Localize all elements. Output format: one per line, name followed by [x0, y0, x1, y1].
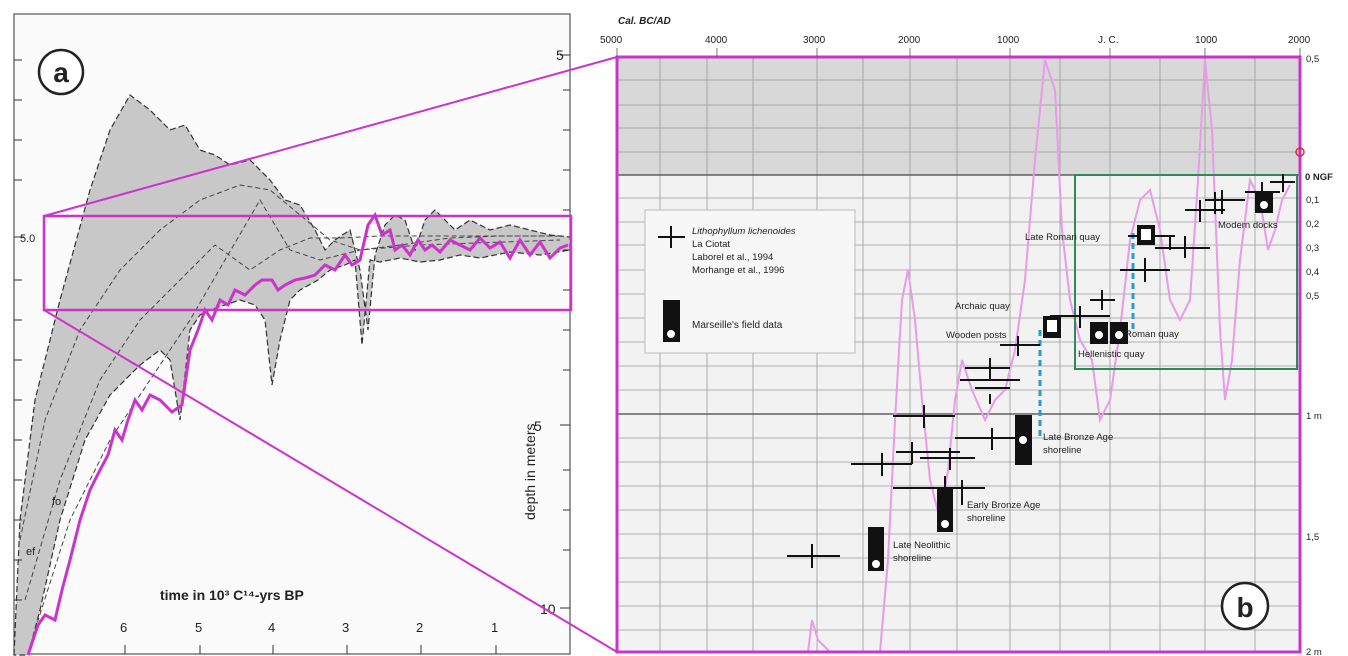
- top-tick-jc: J. C.: [1098, 35, 1119, 46]
- top-tick-ad2000: 2000: [1288, 35, 1311, 46]
- right-tick-05: 0,5: [1306, 291, 1319, 302]
- right-tick-top: 0,5: [1306, 54, 1319, 65]
- curve-label-fo: fo: [52, 496, 61, 508]
- panel-a: a 5 5 10 5.0 depth in meters time in 10³…: [13, 13, 573, 656]
- panel-a-left-ticks: [14, 59, 24, 601]
- red-marker: [1295, 147, 1305, 157]
- annotation-late-roman-quay: Late Roman quay: [1025, 232, 1100, 243]
- legend-species: Lithophyllum lichenoides: [692, 226, 796, 237]
- panel-a-letter: a: [53, 57, 69, 88]
- y-tick-mid: 5: [534, 418, 542, 434]
- panel-b-horizontal-grid: [617, 79, 1300, 631]
- annotation-early-bronze-age: Early Bronze Age: [967, 500, 1040, 511]
- zoom-connector-bottom: [43, 309, 618, 653]
- panel-a-right-ticks: [560, 54, 570, 609]
- right-tick-ngf: 0 NGF: [1305, 172, 1333, 183]
- right-tick-2m: 2 m: [1306, 647, 1322, 656]
- annotation-roman-quay: Roman quay: [1125, 329, 1179, 340]
- right-tick-04: 0,4: [1306, 267, 1319, 278]
- x-tick-4: 4: [268, 620, 275, 635]
- left-tick-label: 5.0: [20, 233, 35, 245]
- right-tick-1m: 1 m: [1306, 411, 1322, 422]
- top-tick-ad1000: 1000: [1195, 35, 1218, 46]
- top-tick-4000: 4000: [705, 35, 728, 46]
- top-tick-3000: 3000: [803, 35, 826, 46]
- annotation-hellenistic-quay: Hellenistic quay: [1078, 349, 1145, 360]
- panel-a-badge: [37, 48, 85, 96]
- annotation-modern-docks: Modern docks: [1218, 220, 1278, 231]
- panel-b-badge: [1220, 581, 1270, 631]
- field-data-markers: [868, 193, 1273, 571]
- top-tick-1000: 1000: [997, 35, 1020, 46]
- x-tick-1: 1: [491, 620, 498, 635]
- y-tick-top: 5: [556, 47, 564, 63]
- legend-line-3: Morhange et al., 1996: [692, 265, 784, 276]
- panel-b-frame: [615, 55, 1302, 654]
- annotation-late-bronze-shoreline: shoreline: [1043, 445, 1082, 456]
- green-detail-box: [1074, 174, 1298, 370]
- x-tick-5: 5: [195, 620, 202, 635]
- zoom-rectangle: [42, 214, 573, 312]
- top-axis-title: Cal. BC/AD: [618, 16, 671, 27]
- right-tick-15: 1,5: [1306, 532, 1319, 543]
- annotation-late-neolithic-shoreline: shoreline: [893, 553, 932, 564]
- panel-b-letter: b: [1236, 592, 1253, 623]
- y-axis-title: depth in meters: [522, 424, 538, 521]
- panel-b-vertical-grid: [659, 57, 1256, 652]
- x-tick-6: 6: [120, 620, 127, 635]
- annotation-early-bronze-shoreline: shoreline: [967, 513, 1006, 524]
- x-axis-title: time in 10³ C¹⁴-yrs BP: [160, 587, 304, 603]
- annotation-late-neolithic: Late Neolithic: [893, 540, 951, 551]
- right-tick-02: 0,2: [1306, 219, 1319, 230]
- x-tick-2: 2: [416, 620, 423, 635]
- panel-b-upper-shade: [617, 57, 1300, 175]
- top-axis-labels: 5000 4000 3000 2000 1000 J. C. 1000 2000: [600, 35, 1311, 46]
- legend-line-2: Laborel et al., 1994: [692, 252, 773, 263]
- panel-a-bottom-ticks: [124, 645, 497, 654]
- top-axis-ticks: [616, 48, 1301, 57]
- annotation-archaic-quay: Archaic quay: [955, 301, 1010, 312]
- top-tick-2000: 2000: [898, 35, 921, 46]
- annotation-late-bronze-age: Late Bronze Age: [1043, 432, 1113, 443]
- annotation-wooden-posts: Wooden posts: [946, 330, 1007, 341]
- x-tick-3: 3: [342, 620, 349, 635]
- top-tick-5000: 5000: [600, 35, 623, 46]
- curve-label-ef: ef: [26, 546, 36, 558]
- right-tick-03: 0,3: [1306, 243, 1319, 254]
- model-curve-2: [24, 235, 560, 601]
- legend-line-1: La Ciotat: [692, 239, 730, 250]
- legend-field-label: Marseille's field data: [692, 320, 783, 331]
- magenta-sea-level-curve: [26, 211, 569, 656]
- right-axis-labels: 0,5 0 NGF 0,1 0,2 0,3 0,4 0,5 1 m 1,5 2 …: [1305, 54, 1333, 656]
- legend-field-swatch: [663, 300, 680, 342]
- zoom-connector-top: [43, 56, 618, 217]
- legend-field-dot: [667, 330, 675, 338]
- panel-b: Lithophyllum lichenoides La Ciotat Labor…: [600, 16, 1333, 656]
- right-tick-01: 0,1: [1306, 195, 1319, 206]
